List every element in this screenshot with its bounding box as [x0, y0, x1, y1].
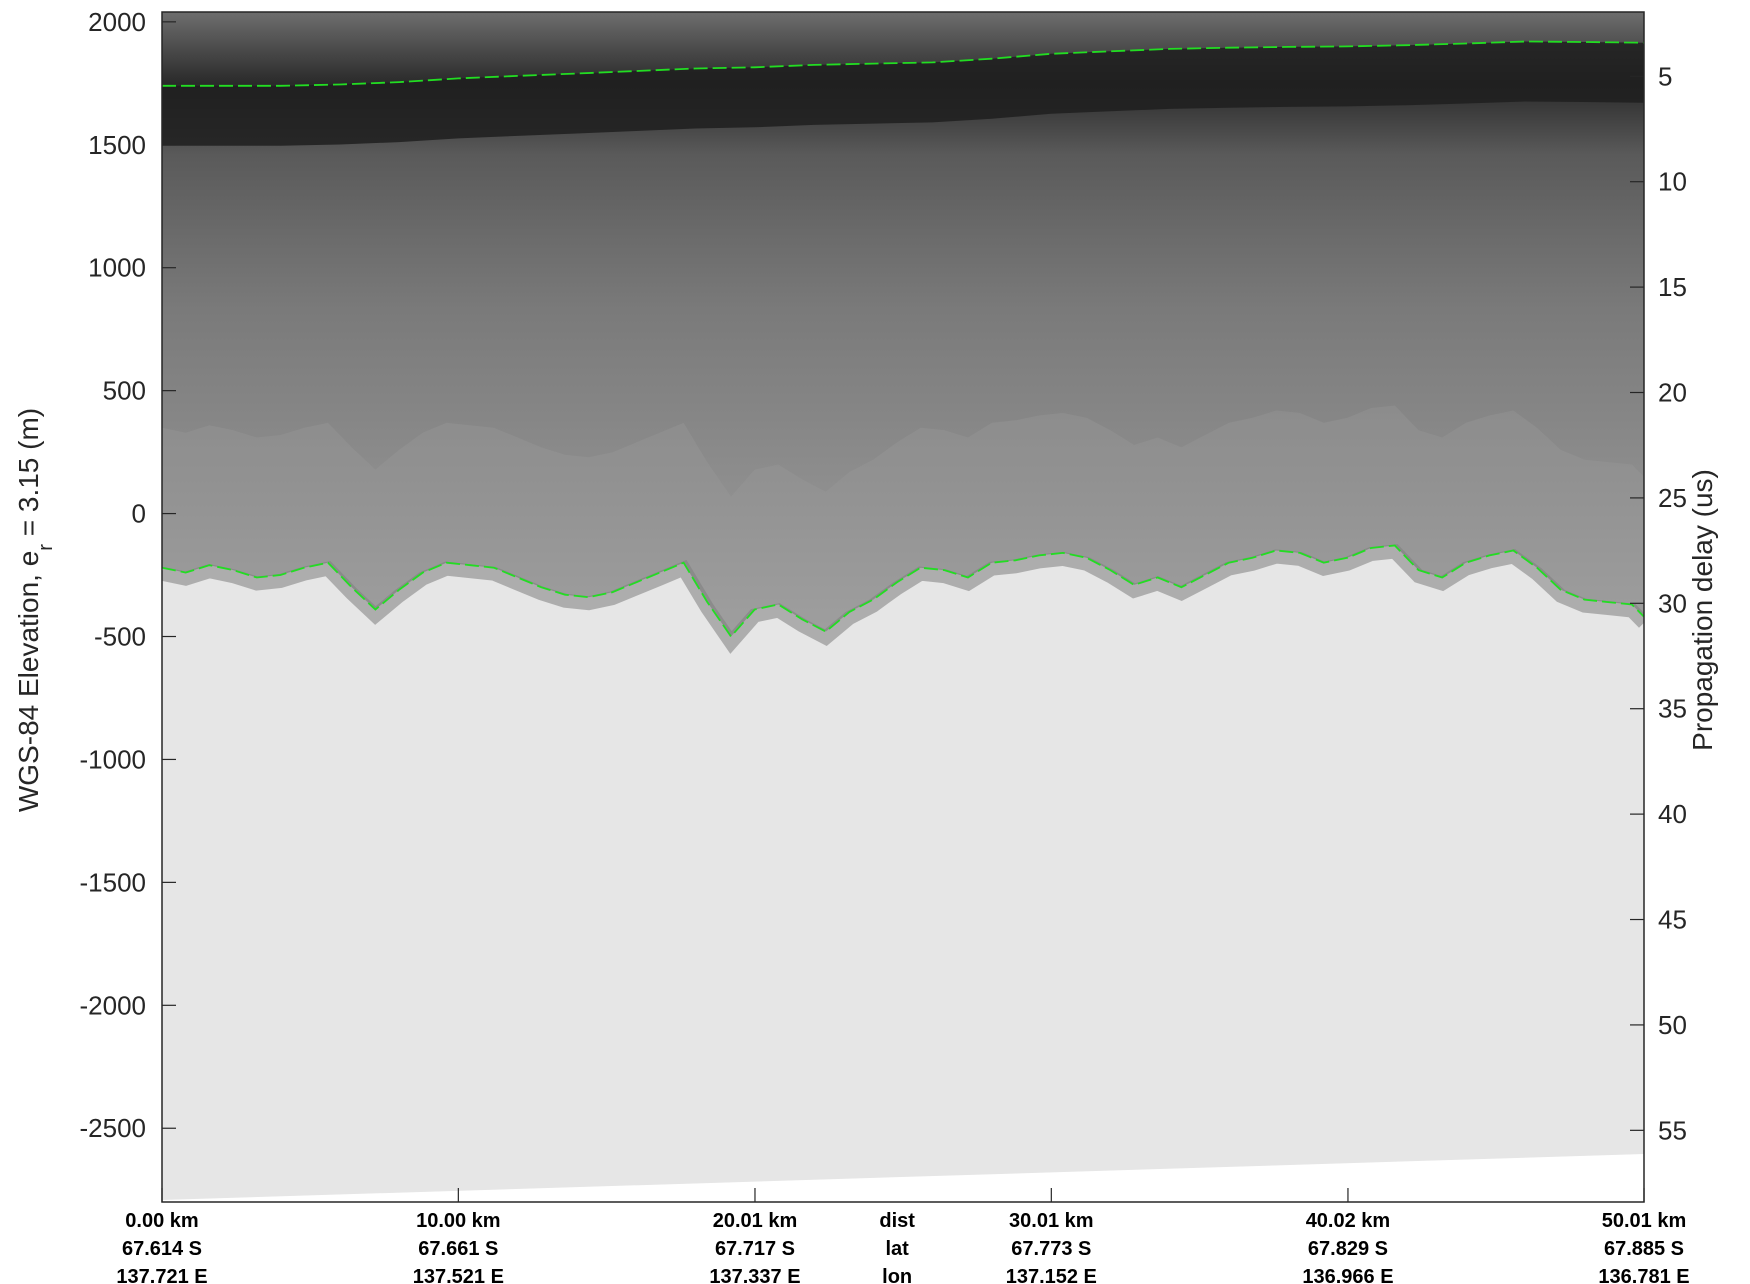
bed-shadow [162, 544, 1644, 654]
below-bed-region [162, 545, 1644, 1202]
right-tick-label: 35 [1658, 694, 1687, 724]
bottom-dist-label: 50.01 km [1602, 1210, 1687, 1232]
left-tick-label: 1500 [88, 130, 146, 160]
right-tick-label: 30 [1658, 588, 1687, 618]
left-tick-label: -1000 [80, 744, 147, 774]
bottom-lat-label: 67.661 S [418, 1238, 498, 1260]
bottom-lat-label: 67.773 S [1011, 1238, 1091, 1260]
series-layer [162, 40, 1644, 638]
right-tick-label: 20 [1658, 378, 1687, 408]
plot-frame [161, 11, 1645, 1203]
plot-area [162, 12, 1644, 1202]
bottom-lon-label: 136.966 E [1302, 1266, 1393, 1284]
right-axis: 5 10 15 20 25 30 35 40 45 50 55 [1630, 61, 1687, 1145]
surface-pick-line [162, 40, 1644, 87]
right-tick-label: 15 [1658, 272, 1687, 302]
bottom-lon-label: 136.781 E [1598, 1266, 1689, 1284]
left-tick-label: -2000 [80, 990, 147, 1020]
bottom-lat-label: 67.885 S [1604, 1238, 1684, 1260]
bottom-lat-label: 67.829 S [1308, 1238, 1388, 1260]
bottom-lon-label: 137.152 E [1006, 1266, 1097, 1284]
left-tick-label: -500 [94, 622, 146, 652]
right-axis-label: Propagation delay (us) [1687, 469, 1718, 751]
right-tick-label: 5 [1658, 61, 1672, 91]
bottom-lat-label: 67.717 S [715, 1238, 795, 1260]
right-tick-label: 25 [1658, 483, 1687, 513]
surface-dark-band [162, 41, 1644, 146]
bottom-lat-label: 67.614 S [122, 1238, 202, 1260]
left-axis-label: WGS-84 Elevation, er = 3.15 (m) [13, 408, 57, 812]
bottom-row-name: lon [882, 1266, 912, 1284]
bottom-dist-label: 10.00 km [416, 1210, 501, 1232]
bottom-axis: 0.00 km 67.614 S 137.721 E 10.00 km 67.661 S… [116, 1188, 1690, 1284]
right-tick-label: 50 [1658, 1010, 1687, 1040]
left-tick-label: 500 [103, 376, 146, 406]
right-tick-label: 45 [1658, 905, 1687, 935]
left-tick-label: 1000 [88, 253, 146, 283]
left-tick-label: 2000 [88, 7, 146, 37]
right-tick-label: 40 [1658, 799, 1687, 829]
left-tick-label: 0 [132, 499, 146, 529]
right-tick-label: 10 [1658, 167, 1687, 197]
bottom-lon-label: 137.721 E [116, 1266, 207, 1284]
bottom-row-name: lat [885, 1238, 909, 1260]
left-axis: 2000 1500 1000 500 0 -500 -1000 -1500 -2000 -2500 [80, 7, 176, 1143]
left-tick-label: -2500 [80, 1113, 147, 1143]
internal-layers-band [162, 405, 1644, 637]
bottom-dist-label: 30.01 km [1009, 1210, 1094, 1232]
bottom-dist-label: 40.02 km [1306, 1210, 1391, 1232]
no-data-region [162, 1154, 1644, 1202]
bed-pick-line [162, 544, 1644, 638]
right-tick-label: 55 [1658, 1115, 1687, 1145]
bottom-lon-label: 137.521 E [413, 1266, 504, 1284]
bottom-lon-label: 137.337 E [709, 1266, 800, 1284]
bottom-dist-label: 20.01 km [713, 1210, 798, 1232]
bottom-dist-label: 0.00 km [125, 1210, 198, 1232]
left-tick-label: -1500 [80, 867, 147, 897]
bottom-row-name: dist [879, 1210, 915, 1232]
